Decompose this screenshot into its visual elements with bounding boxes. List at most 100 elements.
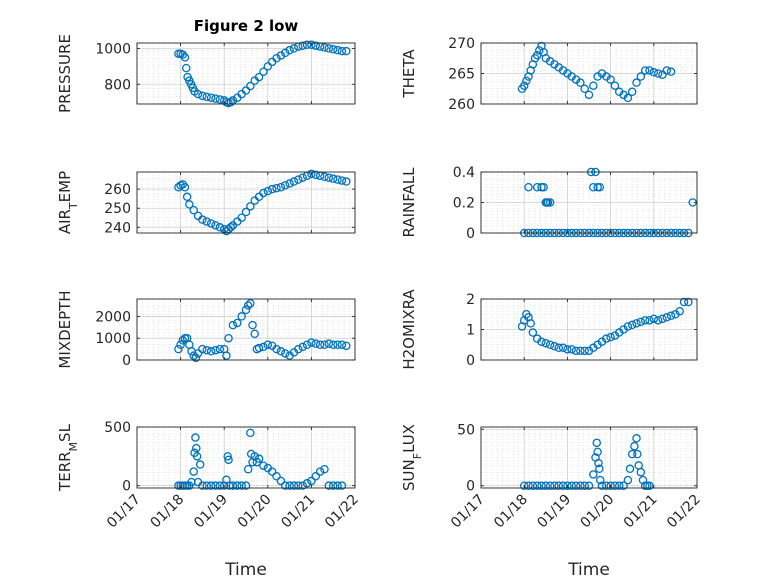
data-point — [614, 481, 624, 490]
series-7 — [519, 434, 654, 490]
data-point — [298, 173, 307, 182]
data-point — [311, 339, 321, 348]
data-point — [589, 470, 598, 479]
data-point — [294, 175, 303, 184]
ytick-label: 250 — [104, 201, 131, 217]
data-point — [645, 316, 654, 325]
data-point — [636, 72, 646, 81]
data-point — [563, 481, 572, 490]
data-point — [182, 63, 191, 73]
data-point — [226, 223, 235, 232]
ytick-label: 1000 — [95, 331, 131, 347]
data-point — [554, 481, 564, 490]
ytick-label: 260 — [104, 182, 131, 198]
data-point — [519, 81, 529, 90]
data-point — [666, 67, 676, 76]
data-point — [541, 338, 551, 348]
data-point — [223, 452, 232, 461]
data-point — [627, 449, 637, 459]
data-point — [333, 340, 342, 349]
data-point — [202, 481, 212, 490]
series-6 — [174, 428, 347, 490]
data-point — [263, 62, 273, 71]
data-point — [254, 72, 264, 82]
data-point — [289, 44, 299, 53]
data-point — [311, 170, 321, 180]
data-point — [328, 481, 338, 490]
data-point — [532, 481, 542, 490]
data-point — [206, 481, 216, 490]
data-point — [241, 481, 251, 490]
data-point — [328, 174, 338, 183]
data-point — [545, 340, 555, 349]
data-point — [189, 205, 198, 215]
data-point — [241, 207, 251, 217]
data-point — [176, 340, 185, 349]
data-point — [280, 48, 290, 58]
data-point — [195, 460, 205, 469]
ytick-label: 0 — [122, 353, 131, 369]
data-point — [243, 301, 253, 310]
axes-frame-4 — [136, 298, 356, 361]
data-point — [320, 172, 329, 182]
data-point — [211, 481, 220, 490]
data-point — [180, 182, 190, 192]
data-point — [302, 479, 312, 488]
data-point — [307, 40, 316, 50]
data-point — [333, 45, 342, 55]
data-point — [632, 78, 641, 87]
data-point — [328, 340, 338, 349]
data-point — [263, 340, 273, 349]
data-point — [246, 81, 255, 91]
ylabel-4: MIXDEPTH — [56, 290, 74, 368]
data-point — [645, 481, 654, 490]
data-point — [298, 41, 307, 50]
data-point — [272, 344, 281, 354]
data-point — [280, 481, 290, 490]
ylabel-3: RAINFALL — [400, 167, 418, 238]
data-point — [675, 306, 684, 316]
panel-mixdepth: 0 1000 2000 MIXDEPTH — [56, 290, 356, 369]
data-point — [519, 481, 529, 490]
series-1 — [517, 41, 676, 103]
data-point — [539, 182, 548, 192]
data-point — [202, 345, 212, 355]
data-point — [594, 458, 603, 468]
data-point — [222, 351, 231, 360]
data-point — [633, 449, 642, 459]
data-point — [250, 329, 259, 339]
data-point — [237, 213, 246, 222]
data-point — [337, 481, 347, 490]
data-point — [592, 438, 602, 448]
ytick-label: 0 — [122, 479, 131, 495]
data-point — [602, 481, 611, 490]
ylabel-6: TERRMSL — [56, 423, 80, 492]
data-point — [580, 84, 589, 94]
data-point — [563, 345, 572, 354]
data-point — [320, 464, 329, 474]
ylabel-7: SUNFLUX — [400, 424, 424, 491]
data-point — [178, 336, 188, 345]
data-point — [537, 481, 546, 490]
data-point — [342, 46, 351, 56]
data-point — [567, 481, 576, 490]
data-point — [589, 182, 598, 192]
data-point — [528, 328, 538, 337]
data-point — [272, 472, 281, 481]
data-point — [276, 51, 286, 60]
data-point — [597, 481, 607, 490]
data-point — [178, 50, 188, 59]
data-point — [640, 66, 650, 75]
data-point — [649, 68, 659, 77]
minor-grid-6 — [136, 427, 356, 488]
ytick-label: 2 — [466, 292, 475, 308]
data-point — [289, 481, 299, 490]
data-point — [211, 221, 220, 230]
ytick-label: 265 — [448, 67, 475, 83]
ytick-label: 0.4 — [453, 165, 475, 181]
data-point — [215, 481, 225, 490]
ytick-label: 0 — [466, 226, 475, 242]
ylabel-5: H2OMIXRA — [400, 289, 418, 370]
axes-frame-2 — [136, 171, 356, 234]
data-point — [337, 46, 347, 56]
